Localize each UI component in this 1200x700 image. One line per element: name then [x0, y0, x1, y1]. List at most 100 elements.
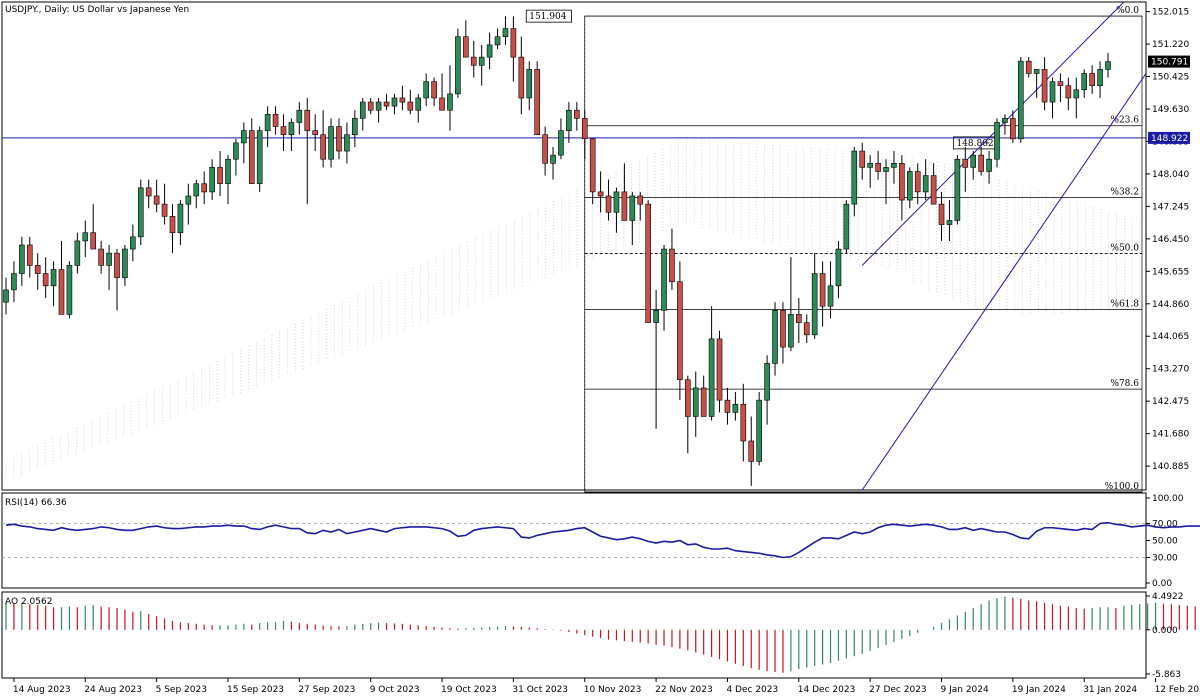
- candle-bullish: [352, 118, 358, 136]
- candle-bearish: [98, 248, 104, 266]
- date-axis: 14 Aug 2023 24 Aug 2023 5 Sep 2023 15 Sep 2…: [13, 678, 1200, 695]
- candle-bearish: [621, 191, 628, 221]
- candle-bearish: [700, 387, 707, 417]
- date-tick-label: 22 Nov 2023: [655, 685, 713, 695]
- date-tick-label: 9 Oct 2023: [370, 685, 420, 695]
- candle-bearish: [1065, 85, 1072, 99]
- price-tick-label: 141.680: [1152, 430, 1189, 440]
- fib-level-label: %23.6: [1110, 116, 1139, 126]
- date-tick-label: 19 Jan 2024: [1012, 685, 1066, 695]
- rsi-tick-label: 70.00: [1152, 520, 1178, 530]
- price-panel-frame: [1, 1, 1147, 491]
- fib-mid-label: 148.802: [956, 139, 993, 149]
- candle-bearish: [217, 167, 223, 185]
- candle-bearish: [1025, 60, 1032, 74]
- candle-bullish: [193, 183, 200, 197]
- ao-tick-label: -5.863: [1152, 670, 1181, 680]
- current-price-label: 150.791: [1151, 58, 1188, 68]
- candle-bearish: [1057, 81, 1064, 87]
- candle-bullish: [811, 273, 818, 336]
- candle-bearish: [875, 163, 881, 172]
- price-tick-label: 145.655: [1152, 267, 1189, 277]
- price-tick-label: 149.630: [1152, 105, 1189, 115]
- candle-bullish: [970, 154, 977, 168]
- candle-bullish: [994, 122, 1000, 160]
- candle-bearish: [740, 403, 747, 442]
- candle-bullish: [851, 150, 858, 205]
- hline-price-label: 148.922: [1151, 134, 1188, 144]
- candle-bullish: [130, 236, 136, 250]
- ao-title: AO 2.0562: [5, 597, 52, 607]
- candle-bearish: [597, 191, 604, 197]
- candle-bullish: [225, 158, 231, 185]
- candle-bearish: [320, 134, 326, 160]
- candle-bullish: [1081, 73, 1088, 91]
- candle-bullish: [447, 93, 453, 111]
- candle-bearish: [748, 440, 755, 462]
- ao-tick-label: 0.000: [1152, 626, 1178, 636]
- candle-bullish: [391, 97, 398, 107]
- candle-bullish: [986, 158, 992, 172]
- rsi-tick-label: 100.00: [1152, 494, 1184, 504]
- candle-bullish: [526, 69, 533, 99]
- candle-bullish: [1049, 81, 1056, 103]
- candle-bullish: [177, 203, 184, 234]
- candle-bearish: [161, 203, 168, 217]
- fib-level-label: %0.0: [1116, 6, 1139, 16]
- date-tick-label: 15 Sep 2023: [227, 685, 284, 695]
- fib-level-label: %38.2: [1110, 188, 1139, 198]
- candle-bearish: [819, 273, 826, 307]
- candle-bearish: [677, 281, 683, 381]
- date-tick-label: 31 Jan 2024: [1083, 685, 1137, 695]
- rsi-line: [5, 521, 1200, 559]
- candle-bearish: [716, 338, 723, 401]
- candle-bearish: [669, 248, 675, 283]
- candle-bullish: [233, 142, 239, 160]
- candle-bearish: [589, 138, 596, 193]
- candle-bearish: [34, 265, 41, 274]
- candle-bullish: [264, 114, 271, 131]
- rsi-tick-label: 0.00: [1152, 579, 1172, 589]
- candle-bullish: [891, 163, 897, 168]
- candle-bullish: [906, 171, 913, 201]
- date-tick-label: 9 Jan 2024: [941, 685, 989, 695]
- channel-upper-line: [861, 1, 1125, 266]
- date-tick-label: 10 Nov 2023: [584, 685, 642, 695]
- candle-bearish: [470, 56, 477, 66]
- ao-panel: 4.4922 0.000 -5.863: [1, 591, 1196, 680]
- fib-top-label: 151.904: [529, 12, 566, 22]
- candle-bullish: [288, 122, 295, 136]
- candle-bullish: [66, 265, 73, 315]
- candle-bearish: [914, 171, 921, 193]
- price-tick-label: 142.475: [1152, 397, 1189, 407]
- candle-bullish: [19, 244, 25, 274]
- candle-bearish: [510, 28, 517, 58]
- candle-bearish: [90, 232, 97, 250]
- candle-bearish: [201, 183, 208, 193]
- candle-bullish: [764, 363, 770, 401]
- ichimoku-cloud: [5, 138, 1141, 482]
- date-tick-label: 27 Dec 2023: [869, 685, 927, 695]
- candle-bearish: [383, 101, 390, 107]
- candle-bearish: [407, 101, 414, 111]
- candle-bearish: [645, 203, 651, 323]
- date-tick-label: 12 Feb 2024: [1155, 685, 1200, 695]
- candle-bullish: [732, 403, 739, 413]
- candle-bullish: [883, 167, 889, 172]
- candle-bullish: [946, 220, 953, 225]
- date-tick-label: 31 Oct 2023: [512, 685, 568, 695]
- candle-bearish: [780, 310, 786, 348]
- candle-bullish: [613, 191, 620, 213]
- candle-bearish: [26, 244, 33, 266]
- price-tick-label: 143.270: [1152, 365, 1189, 375]
- candle-bearish: [796, 314, 802, 323]
- candle-bullish: [550, 154, 556, 164]
- candle-bullish: [3, 289, 9, 303]
- candle-bullish: [788, 314, 794, 348]
- price-tick-label: 148.040: [1152, 170, 1189, 180]
- candle-bullish: [661, 248, 667, 311]
- candle-bullish: [827, 285, 834, 307]
- candle-bullish: [954, 158, 961, 221]
- candle-bullish: [209, 167, 215, 193]
